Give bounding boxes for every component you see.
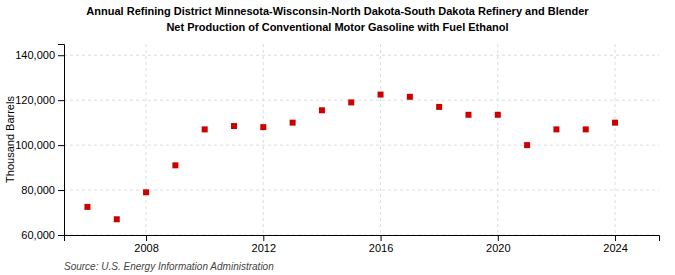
y-tick: 100,000 [15,139,64,151]
point [319,107,325,113]
y-axis: 60,000 80,000 100,000 120,000 140,000 [15,45,64,242]
grid [64,44,659,235]
y-tick-mark [58,55,64,56]
y-tick-label: 120,000 [15,94,55,106]
x-tick: 2024 [603,235,627,254]
x-grid-line [146,44,147,235]
x-tick: 2016 [369,235,393,254]
y-grid-line [64,55,659,56]
point [143,189,149,195]
point [583,126,589,132]
x-tick: 2008 [134,235,158,254]
x-tick: 2020 [486,235,510,254]
point [202,126,208,132]
y-tick: 120,000 [15,94,64,106]
y-tick-label: 100,000 [15,139,55,151]
y-grid-line [64,190,659,191]
y-tick-mark [58,235,64,236]
y-grid-line [64,100,659,101]
y-tick: 80,000 [21,184,64,196]
point [114,216,120,222]
y-axis-label: Thousand Barrels [4,96,16,183]
title: Annual Refining District Minnesota-Wisco… [86,5,589,17]
x-axis-line [65,236,660,242]
point [348,99,354,105]
point [290,120,296,126]
x-tick-label: 2008 [134,242,158,254]
x-tick-mark [615,235,616,241]
x-grid-line [615,44,616,235]
y-tick-label: 140,000 [15,49,55,61]
x-tick: 2012 [252,235,276,254]
y-tick-label: 60,000 [21,229,55,241]
x-tick-label: 2016 [369,242,393,254]
point [553,126,559,132]
subtitle: Net Production of Conventional Motor Gas… [166,21,508,33]
x-tick-mark [498,235,499,241]
point [407,94,413,100]
marks [84,92,618,223]
y-tick-label: 80,000 [21,184,55,196]
y-grid-line [64,145,659,146]
x-grid-line [497,44,498,235]
x-grid-line [380,44,381,235]
plot: 2008 2012 2016 2020 2024 60,000 80,000 100,000 1… [15,44,659,254]
point [436,104,442,110]
point [378,92,384,98]
x-tick-label: 2012 [252,242,276,254]
point [260,124,266,130]
point [495,112,501,118]
y-tick: 140,000 [15,49,64,61]
source-note: Source: U.S. Energy Information Administ… [64,261,274,272]
x-grid-line [263,44,264,235]
point [84,204,90,210]
x-axis: 2008 2012 2016 2020 2024 [65,235,660,254]
point [465,112,471,118]
y-tick-mark [58,190,64,191]
y-tick-mark [58,145,64,146]
x-tick-mark [381,235,382,241]
point [612,120,618,126]
x-tick-mark [263,235,264,241]
point [524,142,530,148]
x-tick-mark [146,235,147,241]
x-tick-label: 2024 [603,242,627,254]
point [231,123,237,129]
y-tick-mark [58,100,64,101]
chart: 2008 2012 2016 2020 2024 60,000 80,000 100,000 1… [0,0,675,275]
point [172,162,178,168]
x-tick-label: 2020 [486,242,510,254]
y-tick: 60,000 [21,229,64,241]
y-axis-line [58,45,65,236]
